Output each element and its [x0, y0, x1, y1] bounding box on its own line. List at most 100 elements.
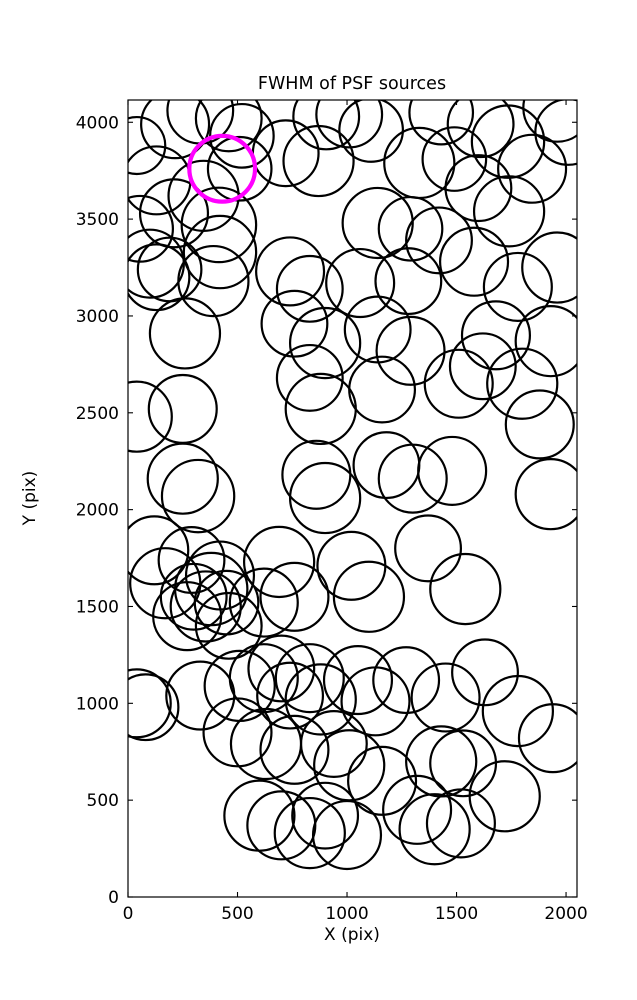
psf-source-marker — [429, 552, 502, 626]
x-axis-ticks: 0 500 1000 1500 2000 — [123, 100, 588, 924]
psf-source-marker — [372, 646, 441, 715]
psf-source-marker — [377, 443, 448, 514]
psf-source-marker — [398, 793, 471, 866]
psf-source-marker — [514, 305, 577, 378]
psf-source-marker — [460, 300, 532, 371]
psf-source-marker — [514, 458, 577, 531]
psf-source-marker — [146, 442, 219, 515]
psf-source-marker — [209, 102, 275, 169]
psf-source-marker — [408, 100, 475, 146]
psf-source-marker — [425, 788, 496, 859]
psf-source-marker — [128, 115, 167, 176]
psf-source-marker — [202, 697, 273, 768]
psf-source-marker — [228, 567, 299, 638]
psf-source-marker — [377, 195, 444, 262]
psf-source-marker — [140, 100, 211, 160]
y-tick-label: 500 — [87, 791, 119, 811]
psf-source-marker — [448, 332, 517, 401]
psf-source-marker — [522, 100, 577, 143]
psf-source-marker — [169, 570, 242, 643]
psf-source-marker — [504, 389, 575, 460]
selected-source-marker[interactable] — [187, 133, 258, 204]
psf-source-marker — [382, 774, 453, 845]
psf-source-marker — [348, 355, 417, 424]
psf-source-marker — [299, 710, 368, 778]
plot-title-group: FWHM of PSF sources — [258, 74, 446, 94]
psf-source-marker — [256, 661, 325, 730]
psf-source-marker — [481, 674, 554, 748]
psf-source-marker — [347, 745, 418, 816]
psf-source-marker — [138, 178, 210, 249]
psf-source-marker — [423, 348, 494, 419]
y-tick-label: 3000 — [76, 307, 119, 327]
y-tick-label: 4000 — [76, 113, 119, 133]
psf-source-marker — [517, 703, 577, 774]
y-tick-label: 2000 — [76, 501, 119, 521]
psf-source-marker — [260, 289, 329, 358]
psf-source-marker — [394, 514, 463, 583]
psf-source-marker — [282, 124, 355, 198]
psf-source-marker — [194, 591, 263, 660]
psf-source-marker — [421, 126, 488, 192]
psf-source-marker — [273, 796, 346, 870]
psf-source-marker — [180, 186, 258, 264]
psf-source-marker — [288, 461, 362, 535]
psf-source-marker — [468, 760, 541, 833]
psf-source-marker — [311, 799, 383, 871]
psf-source-marker — [284, 663, 357, 736]
psf-source-marker — [446, 100, 515, 159]
psf-source-marker — [259, 561, 330, 632]
y-tick-label: 1000 — [76, 694, 119, 714]
y-axis-label: Y (pix) — [20, 471, 40, 527]
psf-source-marker — [521, 231, 577, 304]
x-axis-label: X (pix) — [324, 925, 380, 945]
psf-source-marker — [160, 458, 236, 534]
psf-source-marker — [292, 100, 361, 151]
axes-frame — [127, 99, 578, 898]
psf-source-marker — [128, 668, 172, 739]
psf-source-marker — [288, 306, 362, 380]
y-axis-ticks: 0 500 1000 1500 2000 2500 3000 3500 4000 — [76, 113, 577, 908]
y-tick-label: 2500 — [76, 404, 119, 424]
psf-source-marker — [472, 175, 546, 248]
page-title: FWHM of PSF sources — [258, 74, 446, 94]
psf-source-circles — [128, 100, 577, 871]
psf-source-marker — [275, 254, 344, 323]
psf-source-marker — [274, 643, 345, 714]
psf-source-marker — [444, 154, 513, 223]
psf-source-marker — [148, 297, 222, 370]
psf-source-marker — [152, 581, 223, 652]
plot-background — [128, 100, 577, 897]
psf-source-marker — [497, 133, 568, 204]
x-tick-label: 1000 — [325, 904, 368, 924]
psf-source-marker — [439, 226, 510, 297]
psf-source-marker — [194, 100, 263, 153]
psf-source-marker — [128, 194, 174, 263]
psf-source-marker — [247, 634, 316, 703]
psf-source-marker — [451, 638, 519, 707]
x-tick-label: 0 — [123, 904, 134, 924]
psf-source-marker — [417, 435, 488, 506]
y-tick-label: 1500 — [76, 597, 119, 617]
psf-source-marker — [322, 645, 394, 716]
psf-source-marker — [128, 673, 180, 742]
selected-source-circle — [187, 133, 258, 204]
x-tick-label: 500 — [221, 904, 253, 924]
psf-source-marker — [128, 243, 191, 312]
x-tick-label: 2000 — [544, 904, 587, 924]
psf-source-marker — [177, 244, 250, 318]
psf-source-marker — [405, 206, 473, 275]
psf-source-marker — [486, 347, 559, 420]
psf-source-marker — [193, 569, 260, 636]
psf-source-marker — [325, 247, 396, 319]
psf-source-marker — [206, 135, 273, 202]
psf-source-marker — [410, 662, 481, 733]
psf-source-marker — [470, 104, 546, 179]
psf-source-marker — [275, 343, 344, 412]
psf-source-marker — [291, 781, 360, 850]
psf-source-marker — [482, 251, 553, 322]
psf-source-marker — [255, 236, 326, 307]
y-tick-label: 3500 — [76, 210, 119, 230]
